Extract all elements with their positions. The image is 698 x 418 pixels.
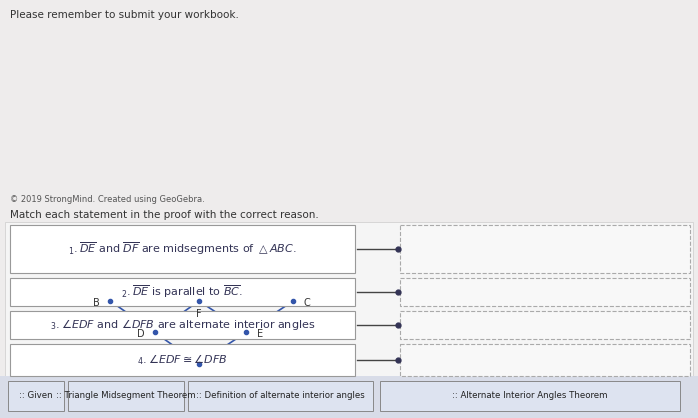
Text: :: Alternate Interior Angles Theorem: :: Alternate Interior Angles Theorem — [452, 392, 608, 400]
FancyBboxPatch shape — [380, 381, 680, 411]
FancyBboxPatch shape — [10, 225, 355, 273]
Text: © 2019 StrongMind. Created using GeoGebra.: © 2019 StrongMind. Created using GeoGebr… — [10, 195, 205, 204]
FancyBboxPatch shape — [400, 311, 690, 339]
Text: :: Triangle Midsegment Theorem: :: Triangle Midsegment Theorem — [56, 392, 196, 400]
FancyBboxPatch shape — [8, 381, 64, 411]
Text: :: Given: :: Given — [19, 392, 53, 400]
FancyBboxPatch shape — [188, 381, 373, 411]
Text: B: B — [93, 298, 100, 308]
FancyBboxPatch shape — [68, 381, 184, 411]
Bar — [0, 376, 698, 418]
Text: Match each statement in the proof with the correct reason.: Match each statement in the proof with t… — [10, 210, 319, 220]
FancyBboxPatch shape — [5, 222, 693, 377]
FancyBboxPatch shape — [10, 311, 355, 339]
Text: $_4.\angle EDF \cong \angle DFB$: $_4.\angle EDF \cong \angle DFB$ — [138, 353, 228, 367]
FancyBboxPatch shape — [400, 225, 690, 273]
Text: $_2.\overline{DE}$ is parallel to $\overline{BC}.$: $_2.\overline{DE}$ is parallel to $\over… — [121, 284, 244, 301]
Text: $_1.\overline{DE}$ and $\overline{DF}$ are midsegments of $\triangle ABC.$: $_1.\overline{DE}$ and $\overline{DF}$ a… — [68, 241, 297, 257]
Text: $_3.\angle EDF$ and $\angle DFB$ are alternate interior angles: $_3.\angle EDF$ and $\angle DFB$ are alt… — [50, 318, 315, 332]
Text: C: C — [304, 298, 311, 308]
Text: Please remember to submit your workbook.: Please remember to submit your workbook. — [10, 10, 239, 20]
FancyBboxPatch shape — [400, 278, 690, 306]
FancyBboxPatch shape — [10, 278, 355, 306]
Text: :: Definition of alternate interior angles: :: Definition of alternate interior angl… — [196, 392, 365, 400]
FancyBboxPatch shape — [400, 344, 690, 376]
Text: D: D — [137, 329, 144, 339]
Text: E: E — [258, 329, 263, 339]
Text: F: F — [196, 309, 202, 319]
FancyBboxPatch shape — [10, 344, 355, 376]
